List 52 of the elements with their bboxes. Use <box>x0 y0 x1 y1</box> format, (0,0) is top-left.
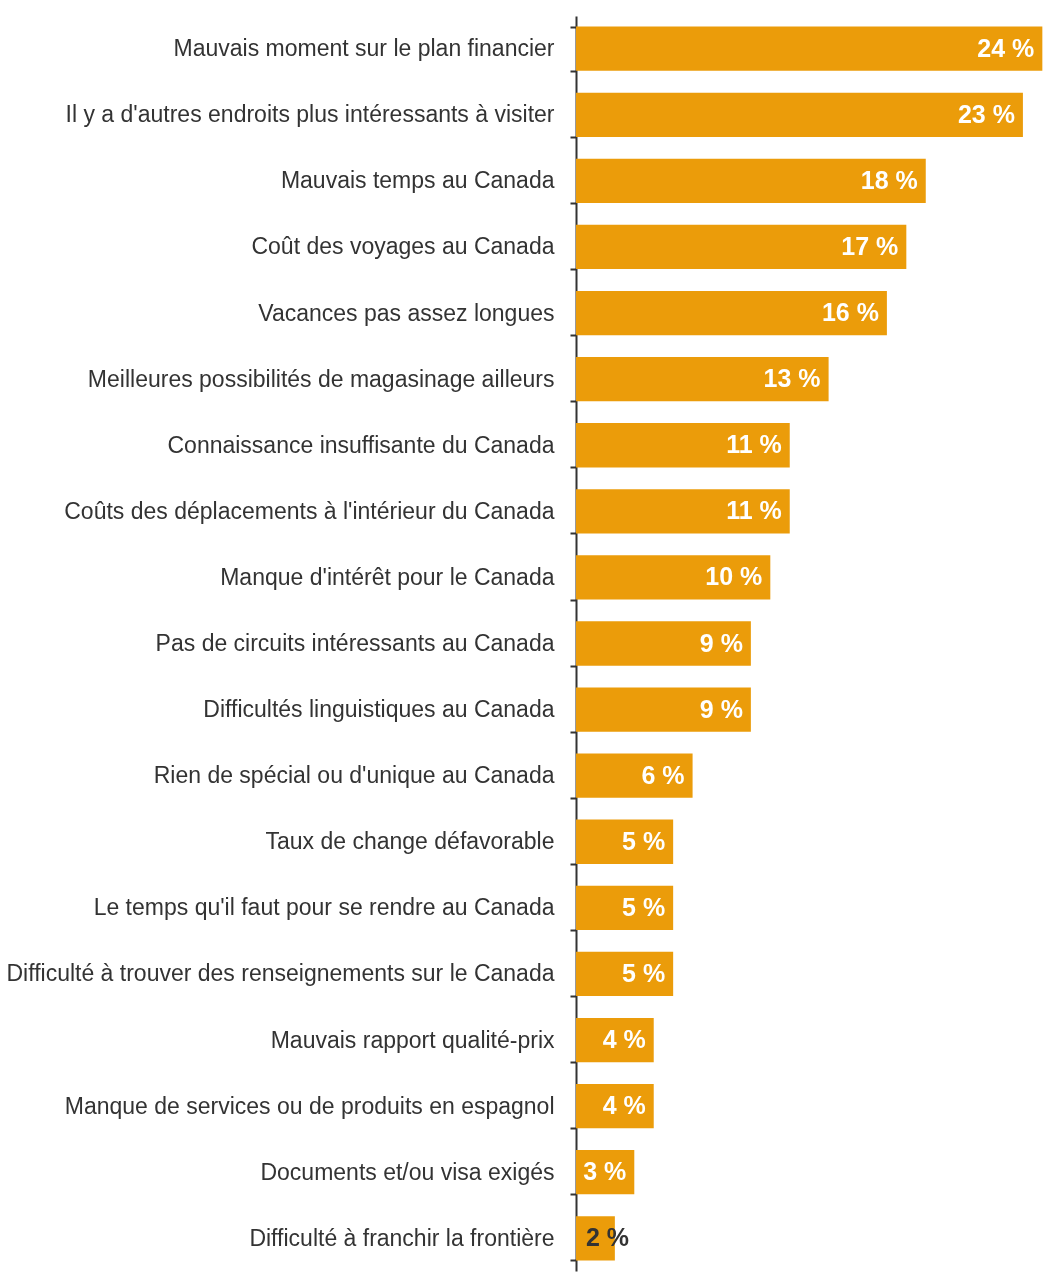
y-tick-label: Mauvais rapport qualité-prix <box>270 1026 555 1053</box>
bar <box>576 92 1023 137</box>
bar <box>576 224 907 270</box>
y-tick-label: Mauvais temps au Canada <box>280 167 555 194</box>
data-label: 4 % <box>602 1025 646 1054</box>
bar <box>576 158 926 204</box>
y-tick-label: Difficulté à franchir la frontière <box>249 1224 555 1251</box>
y-tick-label: Difficulté à trouver des renseignements sur le Canada <box>6 960 555 987</box>
data-label: 23 % <box>957 99 1015 128</box>
bar <box>576 621 751 666</box>
data-label: 9 % <box>699 694 743 723</box>
data-label: 5 % <box>622 826 666 855</box>
y-tick-label: Manque de services ou de produits en espagnol <box>64 1092 555 1119</box>
data-label: 5 % <box>622 958 666 987</box>
bar <box>576 357 829 402</box>
data-label: 10 % <box>705 562 763 591</box>
data-label: 3 % <box>583 1157 627 1186</box>
data-label: 13 % <box>763 364 821 393</box>
y-tick-label: Manque d'intérêt pour le Canada <box>220 563 555 590</box>
bar <box>576 753 693 798</box>
y-tick-label: Vacances pas assez longues <box>258 299 555 326</box>
bar <box>576 951 674 997</box>
bar <box>576 26 1043 71</box>
y-tick-label: Connaissance insuffisante du Canada <box>167 431 555 458</box>
y-tick-label: Le temps qu'il faut pour se rendre au Canada <box>93 894 555 921</box>
y-tick-label: Pas de circuits intéressants au Canada <box>155 630 555 656</box>
y-tick-label: Coût des voyages au Canada <box>251 233 555 260</box>
bar <box>576 819 674 864</box>
data-label: 18 % <box>860 165 918 194</box>
bar <box>576 687 751 732</box>
data-label: 9 % <box>699 628 743 657</box>
data-label: 17 % <box>841 231 899 260</box>
bar <box>576 555 771 600</box>
data-label: 11 % <box>726 430 782 459</box>
data-label: 4 % <box>602 1091 646 1120</box>
bar <box>576 489 790 534</box>
y-tick-label: Rien de spécial ou d'unique au Canada <box>153 762 555 789</box>
data-label: 16 % <box>821 298 879 327</box>
y-tick-label: Il y a d'autres endroits plus intéressants à visiter <box>65 101 555 128</box>
y-tick-label: Meilleures possibilités de magasinage ailleurs <box>87 365 555 392</box>
bar <box>576 885 674 930</box>
bar <box>576 423 790 468</box>
bar <box>576 290 887 336</box>
y-tick-label: Coûts des déplacements à l'intérieur du Canada <box>64 497 555 524</box>
data-label: 11 % <box>726 496 782 525</box>
data-label: 5 % <box>622 892 666 921</box>
y-tick-label: Difficultés linguistiques au Canada <box>203 696 555 723</box>
data-label: 6 % <box>641 760 685 789</box>
y-tick-label: Mauvais moment sur le plan financier <box>173 35 555 62</box>
y-tick-label: Taux de change défavorable <box>265 828 555 855</box>
data-label: 24 % <box>977 33 1035 62</box>
y-tick-label: Documents et/ou visa exigés <box>260 1158 555 1185</box>
